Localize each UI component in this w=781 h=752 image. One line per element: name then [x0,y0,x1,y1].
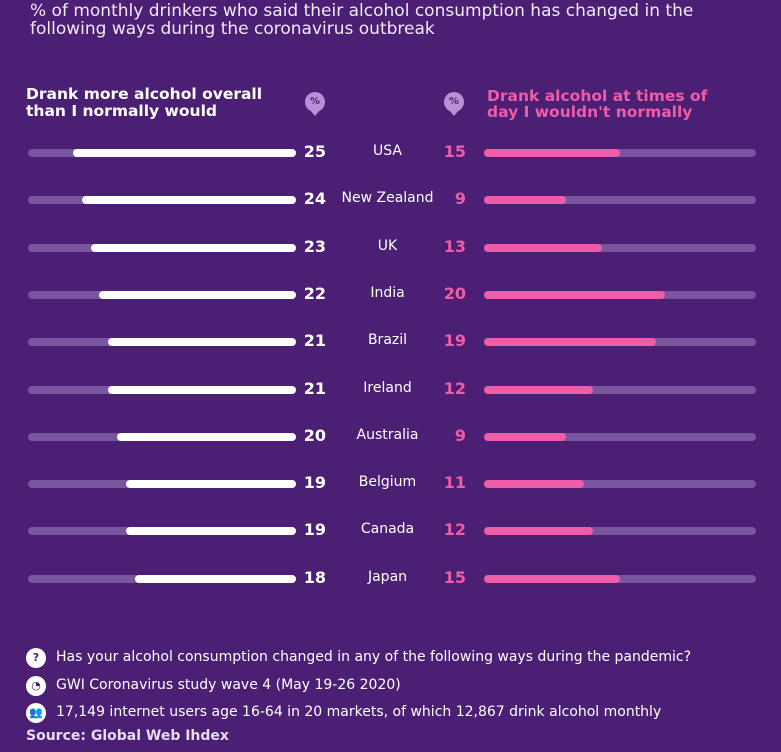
right-value-label: 11 [443,473,466,493]
right-bar-track [484,385,756,394]
left-bar [90,243,296,252]
right-value-label: 12 [443,378,466,398]
right-value-label: 12 [443,520,466,540]
right-series-header: Drank alcohol at times of day I wouldn't… [487,87,708,121]
left-value-label: 25 [303,142,326,161]
left-value-label: 19 [303,473,326,493]
left-bar [117,432,296,441]
footer-study-text: GWI Coronavirus study wave 4 (May 19-26 … [56,677,401,693]
pie-chart-icon: ◔ [26,676,46,696]
table-row: 25 USA 15 [0,137,781,167]
left-bar [99,290,296,299]
left-value-label: 21 [303,378,326,398]
country-label: New Zealand [341,190,434,207]
table-row: 22 India 20 [0,279,781,309]
left-bar [135,574,296,583]
left-value-label: 19 [303,520,326,540]
left-value-label: 20 [303,425,326,445]
right-value-label: 9 [454,425,466,445]
left-value-label: 24 [303,189,326,209]
right-value-label: 20 [443,283,466,303]
right-bar-track [484,574,756,583]
right-bar [484,527,593,536]
country-label: Ireland [363,379,412,396]
left-bar [126,480,296,489]
table-row: 21 Ireland 12 [0,374,781,404]
country-label: USA [373,143,402,159]
percent-glyph: % [444,92,464,112]
left-bar [108,385,296,394]
right-bar [484,149,620,157]
people-icon: 👥 [26,703,46,723]
question-icon: ? [26,648,46,668]
footer-sample-text: 17,149 internet users age 16-64 in 20 ma… [56,704,662,720]
table-row: 24 New Zealand 9 [0,184,781,214]
right-bar [484,338,657,347]
right-bar-track [484,149,756,157]
right-value-label: 15 [443,142,466,161]
table-row: 21 Brazil 19 [0,326,781,356]
right-bar [484,385,593,394]
table-row: 20 Australia 9 [0,421,781,451]
right-bar [484,196,566,205]
chart-subtitle: % of monthly drinkers who said their alc… [30,1,694,39]
country-label: Canada [360,521,415,538]
left-value-label: 23 [303,236,326,256]
right-value-label: 13 [443,236,466,256]
right-bar [484,290,666,299]
right-bar [484,574,620,583]
right-value-label: 9 [454,189,466,209]
right-value-label: 15 [443,567,466,587]
footer-question-text: Has your alcohol consumption changed in … [56,649,691,665]
right-bar [484,243,602,252]
percent-icon-right: % [444,92,464,118]
right-value-label: 19 [443,331,466,351]
left-value-label: 21 [303,331,326,351]
right-bar [484,432,566,441]
country-label: Australia [356,426,419,443]
country-label: Japan [367,568,408,585]
right-bar-track [484,243,756,252]
country-label: UK [377,237,398,254]
table-row: 19 Canada 12 [0,515,781,545]
left-bar [72,149,296,157]
table-row: 19 Belgium 11 [0,468,781,498]
right-bar [484,480,584,489]
left-value-label: 22 [303,283,326,303]
right-bar-track [484,196,756,205]
right-bar-track [484,480,756,489]
right-bar-track [484,432,756,441]
left-bar [126,527,296,536]
country-label: Brazil [367,332,408,349]
country-label: India [370,284,405,301]
percent-icon-left: % [305,92,325,118]
country-label: Belgium [358,474,417,491]
table-row: 18 Japan 15 [0,563,781,593]
right-bar-track [484,527,756,536]
table-row: 23 UK 13 [0,232,781,262]
percent-glyph: % [305,92,325,112]
left-value-label: 18 [303,567,326,587]
left-series-header: Drank more alcohol overall than I normal… [26,85,263,120]
left-bar [81,196,296,205]
left-bar [108,338,296,347]
source-note: Source: Global Web Ihdex [26,728,229,744]
